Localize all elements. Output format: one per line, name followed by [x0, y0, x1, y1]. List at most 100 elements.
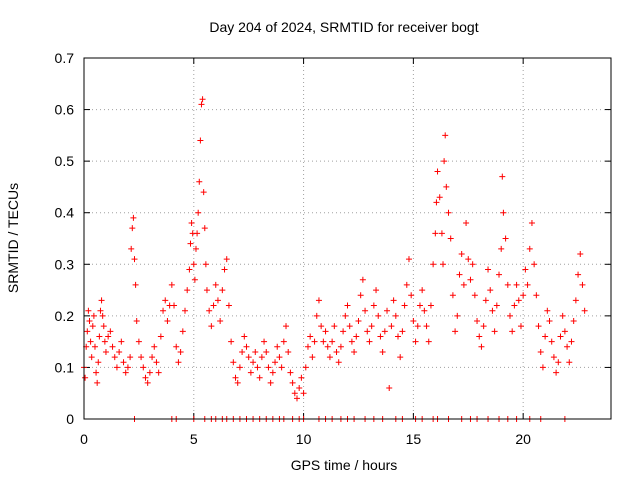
- data-point: [520, 292, 527, 299]
- data-point: [442, 132, 449, 139]
- y-tick-label: 0.7: [55, 50, 75, 66]
- data-point: [307, 333, 314, 340]
- data-point: [581, 307, 588, 314]
- data-point: [99, 312, 106, 319]
- data-point: [326, 354, 333, 361]
- data-point: [210, 302, 217, 309]
- data-point: [522, 266, 529, 273]
- data-point: [557, 333, 564, 340]
- data-point: [177, 348, 184, 355]
- data-point: [433, 199, 440, 206]
- data-point: [329, 338, 336, 345]
- data-point: [96, 333, 103, 340]
- data-point: [386, 385, 393, 392]
- data-point: [228, 338, 235, 345]
- x-tick-label: 20: [515, 431, 531, 447]
- data-point: [500, 209, 507, 216]
- data-point: [195, 209, 202, 216]
- x-axis-label: GPS time / hours: [291, 457, 398, 473]
- data-point: [474, 318, 481, 325]
- data-point: [87, 338, 94, 345]
- data-point: [322, 328, 329, 335]
- data-point: [280, 338, 287, 345]
- data-point: [146, 369, 153, 376]
- data-point: [458, 250, 465, 257]
- data-point: [138, 354, 145, 361]
- data-point: [234, 379, 241, 386]
- data-point: [353, 333, 360, 340]
- data-point: [153, 359, 160, 366]
- data-point: [131, 256, 138, 263]
- data-point: [416, 302, 423, 309]
- data-point: [293, 395, 300, 402]
- data-point: [291, 390, 298, 397]
- data-point: [84, 328, 91, 335]
- data-point: [499, 173, 506, 180]
- data-point: [381, 328, 388, 335]
- data-point: [348, 338, 355, 345]
- data-point: [511, 302, 518, 309]
- data-point: [471, 292, 478, 299]
- data-point: [452, 328, 459, 335]
- data-point: [333, 348, 340, 355]
- data-point: [208, 323, 215, 330]
- data-point: [300, 390, 307, 397]
- y-tick-label: 0.6: [55, 102, 75, 118]
- data-point: [542, 333, 549, 340]
- data-point: [133, 318, 140, 325]
- data-point: [414, 323, 421, 330]
- data-point: [432, 230, 439, 237]
- data-point: [155, 369, 162, 376]
- data-point: [118, 338, 125, 345]
- data-point: [283, 323, 290, 330]
- data-point: [171, 302, 178, 309]
- data-point: [366, 338, 373, 345]
- data-point: [419, 287, 426, 294]
- data-point: [467, 276, 474, 283]
- data-point: [498, 245, 505, 252]
- data-point: [191, 276, 198, 283]
- data-point: [196, 178, 203, 185]
- data-point: [401, 302, 408, 309]
- data-point: [89, 323, 96, 330]
- data-point: [120, 359, 127, 366]
- data-point: [370, 302, 377, 309]
- data-point: [144, 379, 151, 386]
- data-point: [93, 369, 100, 376]
- data-point: [568, 338, 575, 345]
- data-point: [261, 338, 268, 345]
- data-point: [368, 323, 375, 330]
- data-point: [324, 343, 331, 350]
- data-point: [395, 333, 402, 340]
- data-point: [276, 354, 283, 361]
- data-point: [265, 364, 272, 371]
- data-point: [107, 328, 114, 335]
- y-tick-label: 0.3: [55, 256, 75, 272]
- data-point: [537, 348, 544, 355]
- data-point: [443, 183, 450, 190]
- data-point: [140, 364, 147, 371]
- data-point: [212, 281, 219, 288]
- data-point: [478, 343, 485, 350]
- data-point: [546, 318, 553, 325]
- data-point: [202, 261, 209, 268]
- data-point: [199, 96, 206, 103]
- data-point: [254, 364, 261, 371]
- data-point: [359, 276, 366, 283]
- plot-frame: [83, 57, 612, 420]
- data-point: [263, 348, 270, 355]
- data-point: [182, 307, 189, 314]
- data-point: [289, 379, 296, 386]
- data-point: [445, 209, 452, 216]
- data-point: [98, 297, 105, 304]
- data-point: [135, 338, 142, 345]
- data-point: [102, 348, 109, 355]
- data-point: [425, 338, 432, 345]
- data-point: [403, 281, 410, 288]
- data-point: [206, 307, 213, 314]
- data-point: [164, 318, 171, 325]
- data-point: [344, 302, 351, 309]
- data-point: [315, 297, 322, 304]
- data-point: [561, 328, 568, 335]
- data-point: [309, 354, 316, 361]
